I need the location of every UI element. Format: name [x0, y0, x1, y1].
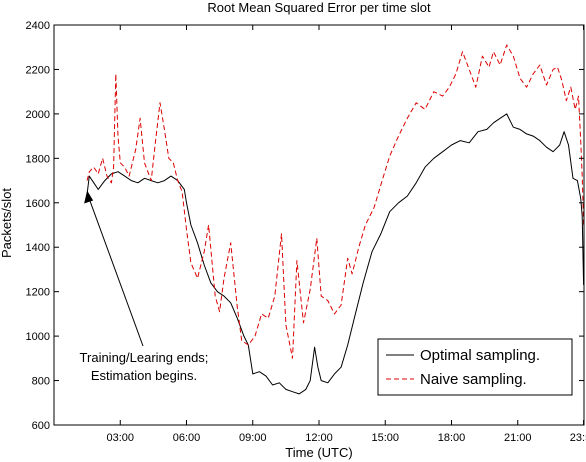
annotation: Training/Learing ends; Estimation begins…	[80, 190, 209, 383]
y-tick-label: 1600	[26, 198, 50, 210]
x-tick-label: 12:00	[305, 432, 333, 444]
x-tick-label: 03:00	[106, 432, 134, 444]
annotation-arrow-line	[88, 198, 144, 347]
legend-label-optimal: Optimal sampling.	[420, 347, 540, 364]
y-tick-label: 800	[32, 376, 50, 388]
y-tick-label: 1400	[26, 242, 50, 254]
x-tick-label: 23:59	[570, 432, 586, 444]
chart-title: Root Mean Squared Error per time slot	[207, 0, 431, 15]
y-tick-label: 1800	[26, 153, 50, 165]
legend-box	[377, 338, 573, 396]
y-tick-label: 1000	[26, 331, 50, 343]
annotation-line-1: Training/Learing ends;	[80, 350, 209, 365]
y-tick-label: 600	[32, 420, 50, 432]
annotation-arrow-head	[84, 190, 94, 204]
axes: 600 800 1000 1200 1400 1600 1800 2000 2200 2400 03…	[26, 20, 586, 444]
y-tick-label: 2400	[26, 20, 50, 32]
legend-label-naive: Naive sampling.	[420, 371, 527, 388]
legend: Optimal sampling. Naive sampling.	[377, 338, 573, 396]
y-axis-label: Packets/slot	[0, 188, 14, 258]
y-tick-label: 2200	[26, 64, 50, 76]
x-tick-label: 15:00	[371, 432, 399, 444]
x-axis-label: Time (UTC)	[285, 445, 352, 460]
y-tick-label: 1200	[26, 287, 50, 299]
x-tick-label: 09:00	[239, 432, 267, 444]
x-tick-label: 21:00	[504, 432, 532, 444]
series-line-naive	[86, 44, 585, 359]
y-tick-label: 2000	[26, 109, 50, 121]
plot-area	[86, 44, 585, 395]
x-tick-label: 06:00	[173, 432, 201, 444]
annotation-line-2: Estimation begins.	[91, 368, 197, 383]
series-line-optimal	[86, 113, 585, 395]
x-tick-label: 18:00	[438, 432, 466, 444]
